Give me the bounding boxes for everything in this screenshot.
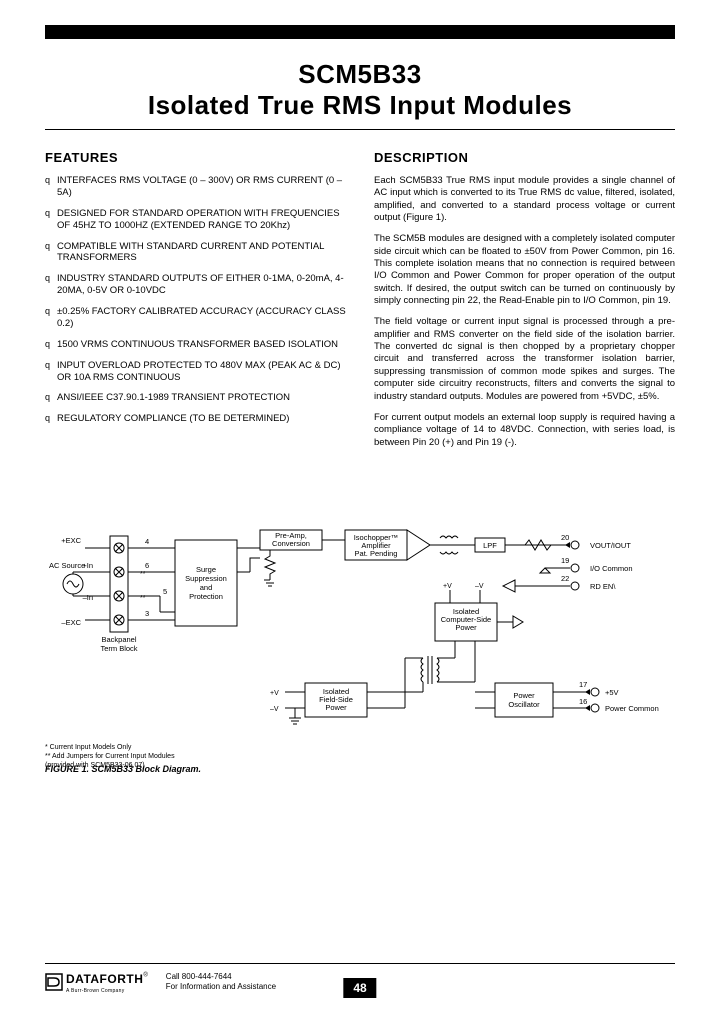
svg-text:VOUT/IOUT: VOUT/IOUT — [590, 541, 631, 550]
svg-text:+V: +V — [270, 690, 279, 697]
svg-text:LPF: LPF — [483, 541, 497, 550]
svg-text:Power Common: Power Common — [605, 704, 659, 713]
title-block: SCM5B33 Isolated True RMS Input Modules — [45, 59, 675, 121]
svg-text:PowerOscillator: PowerOscillator — [508, 691, 540, 709]
svg-text:Pre-Amp,Conversion: Pre-Amp,Conversion — [272, 531, 310, 548]
svg-text:RD EN\: RD EN\ — [590, 582, 616, 591]
description-para: For current output models an external lo… — [374, 412, 675, 449]
description-para: Each SCM5B33 True RMS input module provi… — [374, 175, 675, 224]
svg-text:–V: –V — [270, 706, 279, 713]
surge-label: SurgeSuppressionandProtection — [185, 565, 227, 601]
description-para: The SCM5B modules are designed with a co… — [374, 233, 675, 307]
feature-item: 1500 VRMS CONTINUOUS TRANSFORMER BASED I… — [45, 339, 346, 351]
features-column: FEATURES INTERFACES RMS VOLTAGE (0 – 300… — [45, 150, 346, 458]
svg-text:+5V: +5V — [605, 688, 619, 697]
feature-item: INDUSTRY STANDARD OUTPUTS OF EITHER 0-1M… — [45, 273, 346, 297]
svg-text:3: 3 — [145, 609, 149, 618]
header-bar — [45, 25, 675, 39]
svg-text:AC Source: AC Source — [49, 561, 85, 570]
feature-item: COMPATIBLE WITH STANDARD CURRENT AND POT… — [45, 241, 346, 265]
features-heading: FEATURES — [45, 150, 346, 165]
svg-text:16: 16 — [579, 697, 587, 706]
feature-item: ANSI/IEEE C37.90.1-1989 TRANSIENT PROTEC… — [45, 392, 346, 404]
description-heading: DESCRIPTION — [374, 150, 675, 165]
footer-contact: Call 800-444-7644 For Information and As… — [166, 972, 276, 991]
feature-item: REGULATORY COMPLIANCE (TO BE DETERMINED) — [45, 413, 346, 425]
title-part-number: SCM5B33 — [45, 59, 675, 90]
logo-brand: DATAFORTH — [66, 972, 143, 986]
svg-text:6: 6 — [145, 561, 149, 570]
svg-text:5: 5 — [163, 587, 167, 596]
dataforth-logo: DATAFORTH® A Burr-Brown Company — [45, 970, 148, 994]
svg-text:Backpanel: Backpanel — [101, 635, 136, 644]
svg-text:Isochopper™AmplifierPat. Pendi: Isochopper™AmplifierPat. Pending — [354, 533, 399, 558]
svg-text:+In: +In — [82, 561, 93, 570]
block-diagram: ** ** — [45, 528, 675, 788]
svg-text:–V: –V — [475, 583, 484, 590]
page-footer: DATAFORTH® A Burr-Brown Company Call 800… — [45, 963, 675, 994]
page-number: 48 — [343, 978, 376, 998]
svg-text:–In: –In — [83, 593, 93, 602]
svg-text:+EXC: +EXC — [61, 536, 81, 545]
feature-item: INPUT OVERLOAD PROTECTED TO 480V MAX (PE… — [45, 360, 346, 384]
feature-item: INTERFACES RMS VOLTAGE (0 – 300V) OR RMS… — [45, 175, 346, 199]
svg-text:IsolatedField-SidePower: IsolatedField-SidePower — [319, 687, 353, 712]
svg-text:17: 17 — [579, 680, 587, 689]
description-column: DESCRIPTION Each SCM5B33 True RMS input … — [374, 150, 675, 458]
svg-text:–EXC: –EXC — [61, 618, 81, 627]
svg-text:20: 20 — [561, 533, 569, 542]
features-list: INTERFACES RMS VOLTAGE (0 – 300V) OR RMS… — [45, 175, 346, 425]
svg-text:19: 19 — [561, 556, 569, 565]
block-diagram-svg: ** ** — [45, 528, 675, 758]
svg-text:22: 22 — [561, 574, 569, 583]
logo-icon — [45, 973, 63, 991]
feature-item: ±0.25% FACTORY CALIBRATED ACCURACY (ACCU… — [45, 306, 346, 330]
logo-tagline: A Burr-Brown Company — [66, 988, 148, 994]
title-product-name: Isolated True RMS Input Modules — [45, 90, 675, 121]
title-rule — [45, 129, 675, 130]
svg-text:Term Block: Term Block — [100, 644, 137, 653]
content-columns: FEATURES INTERFACES RMS VOLTAGE (0 – 300… — [45, 150, 675, 458]
diagram-notes: * Current Input Models Only ** Add Jumpe… — [45, 743, 175, 770]
svg-text:+V: +V — [443, 583, 452, 590]
description-para: The field voltage or current input signa… — [374, 316, 675, 402]
svg-text:4: 4 — [145, 537, 149, 546]
feature-item: DESIGNED FOR STANDARD OPERATION WITH FRE… — [45, 208, 346, 232]
svg-text:IsolatedComputer-SidePower: IsolatedComputer-SidePower — [441, 607, 491, 632]
svg-text:I/O Common: I/O Common — [590, 564, 633, 573]
